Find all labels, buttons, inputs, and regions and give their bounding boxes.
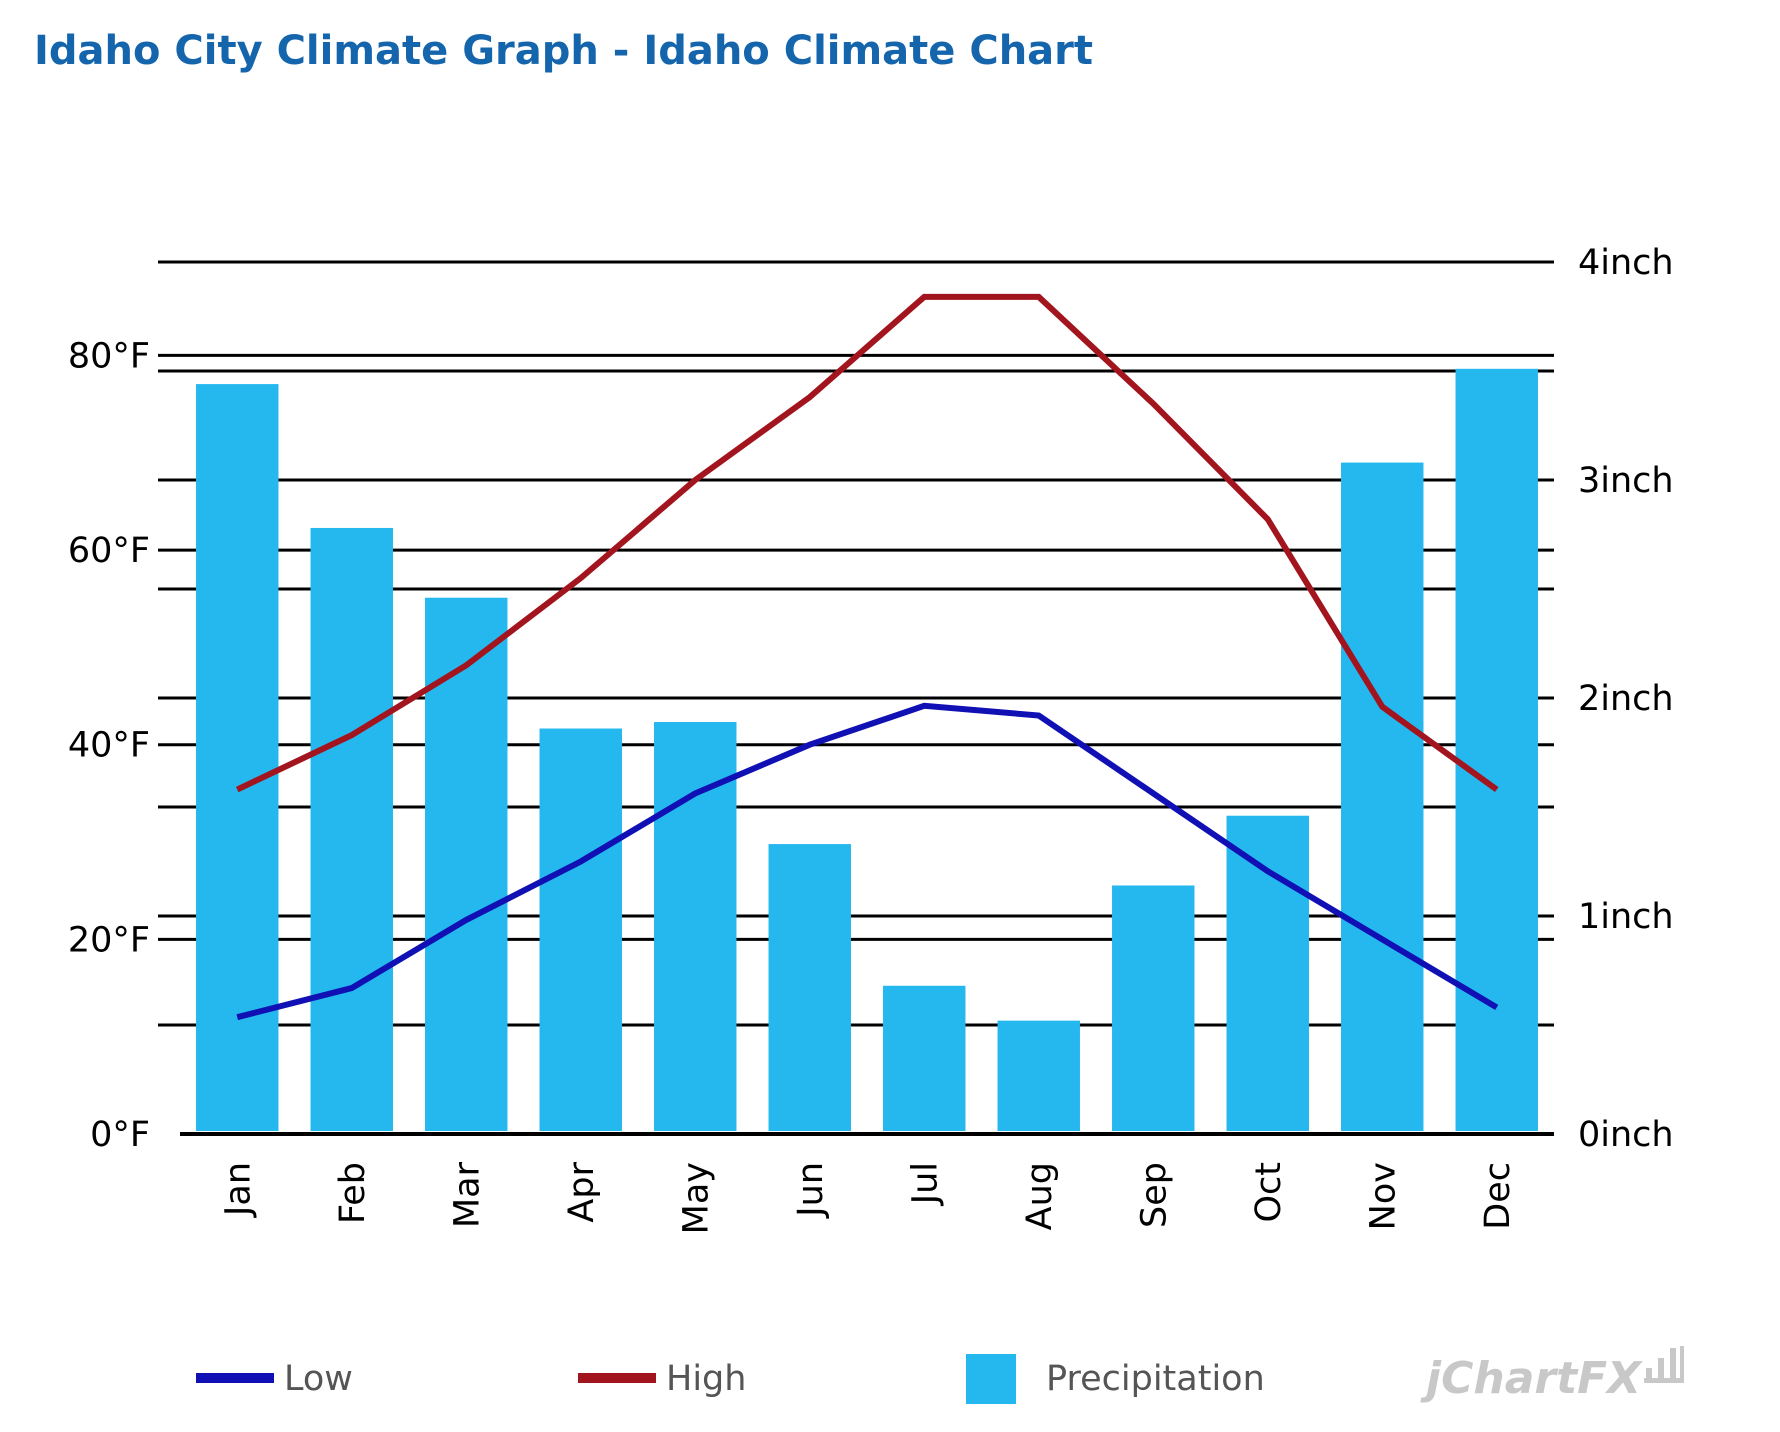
precipitation-bars [196, 368, 1538, 1132]
precipitation-bar [1341, 462, 1424, 1131]
x-axis-tick-label: Nov [1363, 1162, 1403, 1230]
legend-label: Low [284, 1359, 353, 1399]
right-axis-tick-label: 3inch [1578, 461, 1674, 501]
precipitation-bar [997, 1020, 1080, 1131]
precipitation-bar [196, 384, 279, 1132]
x-axis-tick-label: Dec [1478, 1162, 1518, 1230]
left-axis-tick-label: 40°F [68, 726, 150, 766]
jchartfx-logo: jChartFX [1420, 1346, 1684, 1404]
brand-chart-icon [1644, 1346, 1684, 1383]
precipitation-bar [1455, 368, 1538, 1131]
right-axis-tick-label: 1inch [1578, 897, 1674, 937]
precipitation-bar [539, 728, 622, 1131]
x-axis-tick-label: Aug [1020, 1162, 1060, 1230]
x-axis-tick-label: Jul [905, 1162, 945, 1206]
left-axis-tick-label: 20°F [68, 920, 150, 960]
low-series-line [236, 702, 1499, 1021]
precipitation-bar [1112, 885, 1195, 1131]
temperature-lines [235, 293, 1499, 1021]
right-axis-tick-label: 0inch [1578, 1115, 1674, 1155]
precipitation-bar [1226, 815, 1309, 1131]
left-axis-tick-label: 60°F [68, 531, 150, 571]
brand-text: jChartFX [1420, 1353, 1643, 1404]
chart-title: Idaho City Climate Graph - Idaho Climate… [34, 28, 1094, 74]
x-axis-tick-label: Oct [1249, 1162, 1289, 1223]
x-axis-tick-label: Mar [447, 1161, 487, 1228]
precipitation-bar [425, 597, 508, 1131]
axes: 0°F 20°F 40°F 60°F 80°F 0inch 1inch 2inch 3inch 4… [68, 243, 1674, 1234]
precipitation-bar [883, 985, 966, 1131]
x-axis-tick-label: Sep [1134, 1162, 1174, 1228]
x-axis-tick-label: Jan [218, 1162, 258, 1218]
legend-label: High [666, 1359, 746, 1399]
x-axis-tick-label: Jun [791, 1162, 831, 1219]
precipitation-bar [768, 844, 851, 1131]
legend-swatch-precipitation [966, 1354, 1016, 1404]
x-axis-tick-label: May [676, 1162, 716, 1234]
x-axis-tick-label: Apr [562, 1161, 602, 1222]
x-axis-tick-label: Feb [333, 1162, 373, 1224]
left-axis-tick-label: 0°F [90, 1115, 150, 1155]
right-axis-tick-label: 4inch [1578, 243, 1674, 283]
legend: Low High Precipitation [196, 1354, 1265, 1404]
precipitation-bar [310, 527, 393, 1131]
left-axis-tick-label: 80°F [68, 336, 150, 376]
legend-label: Precipitation [1046, 1359, 1265, 1399]
right-axis-tick-label: 2inch [1578, 679, 1674, 719]
high-series-line [235, 293, 1499, 793]
